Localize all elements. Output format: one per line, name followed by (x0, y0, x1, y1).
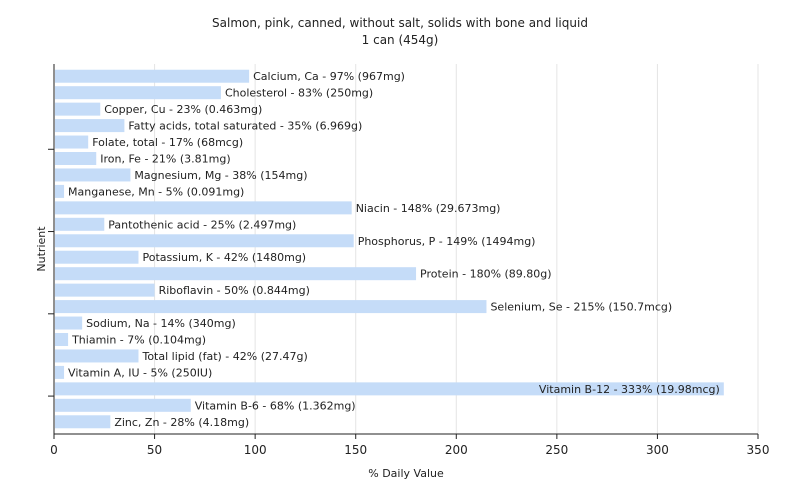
x-tick-label: 50 (147, 443, 162, 457)
bar-label: Calcium, Ca - 97% (967mg) (253, 70, 405, 83)
bars: Calcium, Ca - 97% (967mg) Cholesterol - 8… (55, 69, 724, 429)
chart-subtitle: 1 can (454g) (361, 33, 439, 47)
bar-cholesterol (55, 86, 221, 100)
bar-vitamin-b-12 (55, 382, 724, 396)
bar-pantothenic-acid (55, 217, 105, 231)
bar-label: Pantothenic acid - 25% (2.497mg) (108, 218, 296, 231)
bar-label: Folate, total - 17% (68mcg) (92, 136, 243, 149)
x-tick-label: 250 (545, 443, 568, 457)
bar-manganese-mn (55, 184, 65, 198)
x-tick-label: 200 (445, 443, 468, 457)
bar-iron-fe (55, 152, 97, 165)
x-axis-ticks: 0 50 100 150 200 250 300 350 (50, 434, 769, 457)
bar-label: Phosphorus, P - 149% (1494mg) (358, 235, 536, 248)
chart-title: Salmon, pink, canned, without salt, soli… (212, 16, 588, 30)
bar-label: Total lipid (fat) - 42% (27.47g) (141, 350, 307, 363)
x-tick-label: 300 (646, 443, 669, 457)
x-tick-label: 150 (344, 443, 367, 457)
x-tick-label: 100 (244, 443, 267, 457)
bar-label: Protein - 180% (89.80g) (420, 268, 552, 281)
bar-label: Potassium, K - 42% (1480mg) (142, 251, 306, 264)
bar-thiamin (55, 333, 69, 346)
bar-magnesium-mg (55, 168, 131, 182)
bar-phosphorus-p (55, 234, 354, 248)
bar-protein (55, 267, 417, 281)
bar-label: Thiamin - 7% (0.104mg) (71, 334, 206, 347)
bar-label: Sodium, Na - 14% (340mg) (86, 317, 236, 330)
bar-label: Iron, Fe - 21% (3.81mg) (100, 153, 230, 166)
bar-label: Magnesium, Mg - 38% (154mg) (134, 169, 307, 182)
bar-riboflavin (55, 283, 155, 297)
bar-label: Manganese, Mn - 5% (0.091mg) (68, 185, 244, 198)
y-axis-title: Nutrient (35, 226, 48, 272)
bar-calcium-ca (55, 69, 250, 83)
bar-sodium-na (55, 316, 83, 330)
x-tick-label: 350 (747, 443, 770, 457)
bar-label: Selenium, Se - 215% (150.7mcg) (490, 301, 672, 314)
bar-label: Copper, Cu - 23% (0.463mg) (104, 103, 262, 116)
bar-label: Niacin - 148% (29.673mg) (356, 202, 501, 215)
bar-copper-cu (55, 102, 101, 116)
bar-label: Vitamin A, IU - 5% (250IU) (68, 366, 212, 379)
bar-fatty-acids-total-saturated (55, 119, 125, 133)
bar-selenium-se (55, 300, 487, 314)
x-axis-title: % Daily Value (368, 467, 444, 480)
gridlines (154, 64, 759, 434)
bar-total-lipid-fat- (55, 349, 139, 363)
bar-vitamin-b-6 (55, 398, 191, 412)
axes (48, 64, 758, 435)
bar-label: Riboflavin - 50% (0.844mg) (159, 284, 310, 297)
x-tick-label: 0 (50, 443, 58, 457)
bar-label: Zinc, Zn - 28% (4.18mg) (114, 416, 249, 429)
bar-label: Vitamin B-6 - 68% (1.362mg) (195, 399, 356, 412)
bar-folate-total (55, 135, 89, 149)
bar-potassium-k (55, 250, 139, 264)
bar-niacin (55, 201, 352, 215)
bar-label: Cholesterol - 83% (250mg) (225, 87, 373, 100)
bar-vitamin-a-iu (55, 365, 65, 379)
bar-zinc-zn (55, 415, 111, 429)
bar-label: Vitamin B-12 - 333% (19.98mcg) (539, 383, 720, 396)
bar-label: Fatty acids, total saturated - 35% (6.96… (128, 120, 362, 133)
